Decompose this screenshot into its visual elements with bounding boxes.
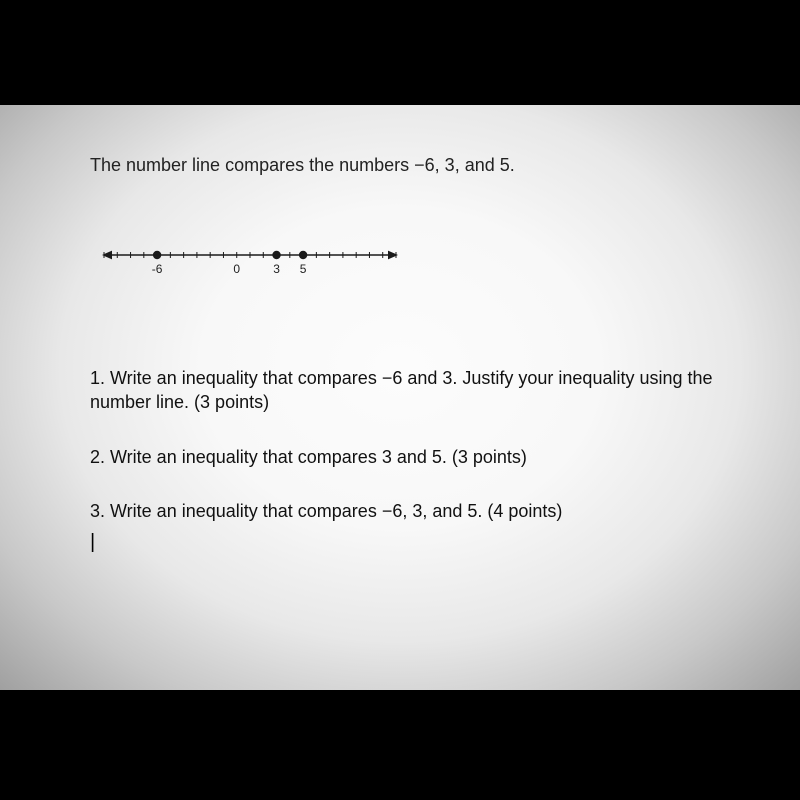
svg-text:3: 3: [273, 262, 280, 276]
text-cursor: |: [90, 531, 730, 554]
question-1: 1. Write an inequality that compares −6 …: [90, 366, 730, 415]
worksheet-page: The number line compares the numbers −6,…: [0, 105, 800, 690]
question-2: 2. Write an inequality that compares 3 a…: [90, 445, 730, 469]
svg-text:0: 0: [233, 262, 240, 276]
svg-text:-6: -6: [152, 262, 163, 276]
number-line: -6 0 3 5: [90, 231, 730, 301]
intro-text: The number line compares the numbers −6,…: [90, 155, 730, 176]
number-line-svg: -6 0 3 5: [90, 231, 410, 301]
svg-text:5: 5: [300, 262, 307, 276]
question-3: 3. Write an inequality that compares −6,…: [90, 499, 730, 523]
